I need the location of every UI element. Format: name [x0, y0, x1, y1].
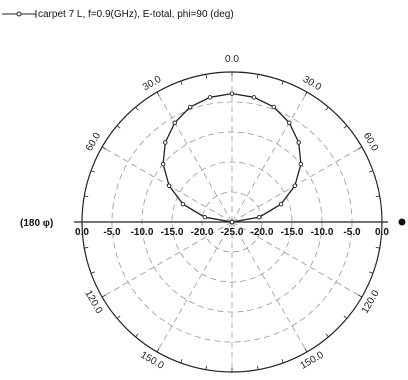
- outer-tick: [358, 294, 363, 298]
- series-point: [166, 183, 172, 188]
- pattern-series: [160, 91, 304, 225]
- series-point: [160, 161, 166, 167]
- series-point: [271, 104, 277, 110]
- radial-tick-label: -5.0: [343, 227, 361, 238]
- outer-tick: [343, 315, 348, 319]
- radial-tick-label: -25.0: [221, 227, 244, 238]
- outer-tick: [180, 80, 183, 85]
- outer-tick: [304, 348, 308, 353]
- outer-tick: [205, 74, 208, 79]
- radial-tick-label: -5.0: [103, 227, 121, 238]
- angle-label: 120.0: [360, 288, 382, 316]
- series-point: [180, 201, 186, 207]
- series-point: [187, 104, 193, 110]
- radial-tick-label: 0.0: [375, 227, 389, 238]
- outer-tick: [358, 146, 363, 150]
- legend: carpet 7 L, f=0.9(GHz), E-total, phi=90 …: [0, 6, 234, 22]
- outer-tick: [180, 359, 183, 364]
- grid-spoke: [231, 221, 308, 353]
- grid-spoke: [231, 146, 363, 223]
- outer-tick: [256, 74, 259, 79]
- outer-tick: [135, 333, 139, 338]
- series-point: [296, 140, 301, 145]
- left-axis-label: (180 φ): [20, 218, 53, 229]
- grid-spoke: [231, 91, 308, 223]
- outer-tick: [116, 125, 121, 129]
- series-point: [172, 120, 177, 126]
- radial-tick-label: 0.0: [75, 227, 89, 238]
- series-point: [163, 140, 168, 145]
- outer-tick: [325, 333, 329, 338]
- angle-label: 150.0: [138, 350, 166, 372]
- outer-tick: [101, 294, 106, 298]
- outer-tick: [84, 195, 89, 198]
- angle-label: 120.0: [82, 288, 104, 316]
- outer-tick: [375, 195, 380, 198]
- outer-tick: [90, 170, 95, 173]
- legend-label: carpet 7 L, f=0.9(GHz), E-total, phi=90 …: [38, 8, 234, 20]
- outer-tick: [343, 125, 348, 129]
- top-angle-label: 0.0: [225, 54, 239, 65]
- series-point: [298, 161, 304, 167]
- series-point: [251, 95, 257, 100]
- outer-tick: [156, 91, 160, 96]
- series-point: [207, 95, 213, 100]
- outer-tick: [281, 80, 284, 85]
- grid-spoke: [156, 221, 233, 353]
- series-point: [292, 183, 298, 188]
- series-point: [229, 91, 235, 96]
- radial-tick-label: -15.0: [161, 227, 184, 238]
- radial-tick-label: -10.0: [311, 227, 334, 238]
- radial-tick-label: -15.0: [281, 227, 304, 238]
- grid-spoke: [156, 91, 233, 223]
- grid-spoke: [101, 146, 233, 223]
- series-point: [202, 214, 208, 220]
- outer-tick: [90, 271, 95, 274]
- outer-tick: [369, 271, 374, 274]
- outer-tick: [156, 348, 160, 353]
- outer-tick: [135, 106, 139, 111]
- legend-marker-icon: [2, 10, 37, 18]
- outer-tick: [116, 315, 121, 319]
- radial-tick-label: -10.0: [131, 227, 154, 238]
- tick-labels: 0.0 0.0-5.0 -5.0-10.0 -10.0-15.0 -15.0-20.0-…: [20, 54, 389, 372]
- axis-end-icon: [398, 218, 406, 226]
- outer-tick: [304, 91, 308, 96]
- grid-spoke: [101, 221, 233, 298]
- radial-tick-label: -20.0: [251, 227, 274, 238]
- outer-tick: [205, 365, 208, 370]
- series-point: [287, 120, 292, 126]
- polar-grid: [74, 71, 406, 373]
- series-point: [278, 201, 284, 207]
- outer-tick: [369, 170, 374, 173]
- outer-tick: [84, 246, 89, 249]
- outer-tick: [325, 106, 329, 111]
- radial-tick-label: -20.0: [191, 227, 214, 238]
- outer-tick: [256, 365, 259, 370]
- grid-spoke: [231, 221, 363, 298]
- series-point: [256, 214, 262, 220]
- series-point: [229, 219, 235, 225]
- angle-label: 150.0: [298, 349, 326, 371]
- outer-tick: [101, 146, 106, 150]
- outer-tick: [375, 246, 380, 249]
- outer-tick: [281, 359, 284, 364]
